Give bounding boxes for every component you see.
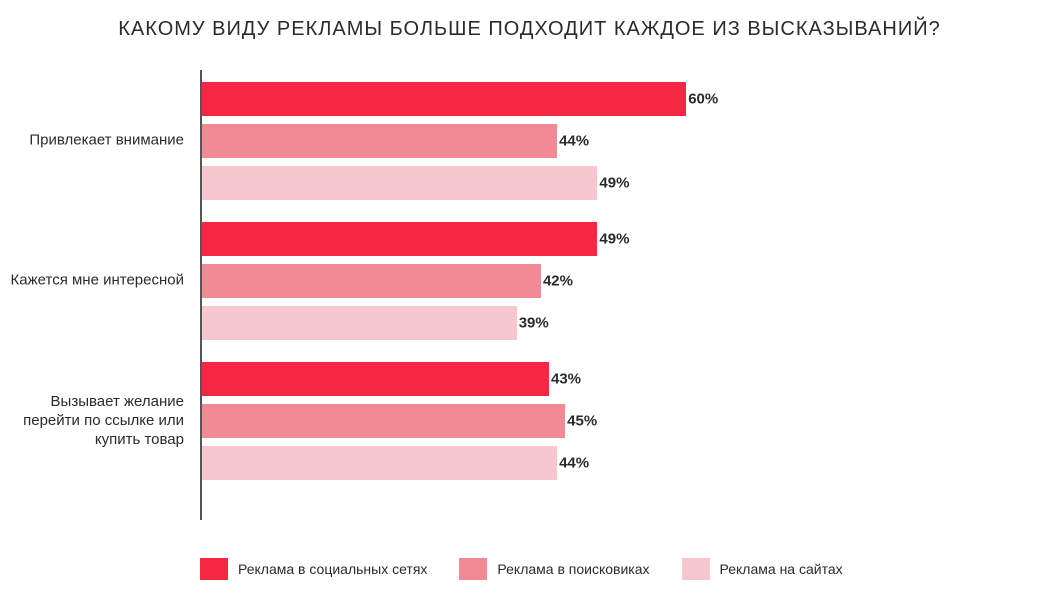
bar-social: 60% <box>202 82 686 116</box>
bar-search: 42% <box>202 264 541 298</box>
bar-sites: 44% <box>202 446 557 480</box>
bar-value-label: 39% <box>517 315 549 332</box>
bar-sites: 39% <box>202 306 517 340</box>
legend-label: Реклама на сайтах <box>720 561 843 577</box>
bar-value-label: 60% <box>686 91 718 108</box>
bar-value-label: 42% <box>541 273 573 290</box>
legend-swatch <box>200 558 228 580</box>
bar-value-label: 44% <box>557 455 589 472</box>
legend-item-social: Реклама в социальных сетях <box>200 558 427 580</box>
legend-item-search: Реклама в поисковиках <box>459 558 649 580</box>
legend-swatch <box>459 558 487 580</box>
category-group: Вызывает желание перейти по ссылке или к… <box>200 362 1009 480</box>
bar-search: 45% <box>202 404 565 438</box>
legend-label: Реклама в поисковиках <box>497 561 649 577</box>
bar-search: 44% <box>202 124 557 158</box>
category-label: Кажется мне интересной <box>10 272 200 291</box>
category-label: Вызывает желание перейти по ссылке или к… <box>10 393 200 449</box>
legend-item-sites: Реклама на сайтах <box>682 558 843 580</box>
category-group: Кажется мне интересной49%42%39% <box>200 222 1009 340</box>
bar-social: 49% <box>202 222 597 256</box>
bar-value-label: 49% <box>597 175 629 192</box>
category-group: Привлекает внимание60%44%49% <box>200 82 1009 200</box>
bar-sites: 49% <box>202 166 597 200</box>
bar-value-label: 43% <box>549 371 581 388</box>
legend-swatch <box>682 558 710 580</box>
bar-value-label: 45% <box>565 413 597 430</box>
chart-area: Привлекает внимание60%44%49%Кажется мне … <box>200 70 1009 520</box>
legend-label: Реклама в социальных сетях <box>238 561 427 577</box>
bar-value-label: 49% <box>597 231 629 248</box>
chart-title: КАКОМУ ВИДУ РЕКЛАМЫ БОЛЬШЕ ПОДХОДИТ КАЖД… <box>0 0 1059 41</box>
bar-social: 43% <box>202 362 549 396</box>
bar-value-label: 44% <box>557 133 589 150</box>
category-label: Привлекает внимание <box>10 132 200 151</box>
legend: Реклама в социальных сетях Реклама в поис… <box>200 558 1009 580</box>
